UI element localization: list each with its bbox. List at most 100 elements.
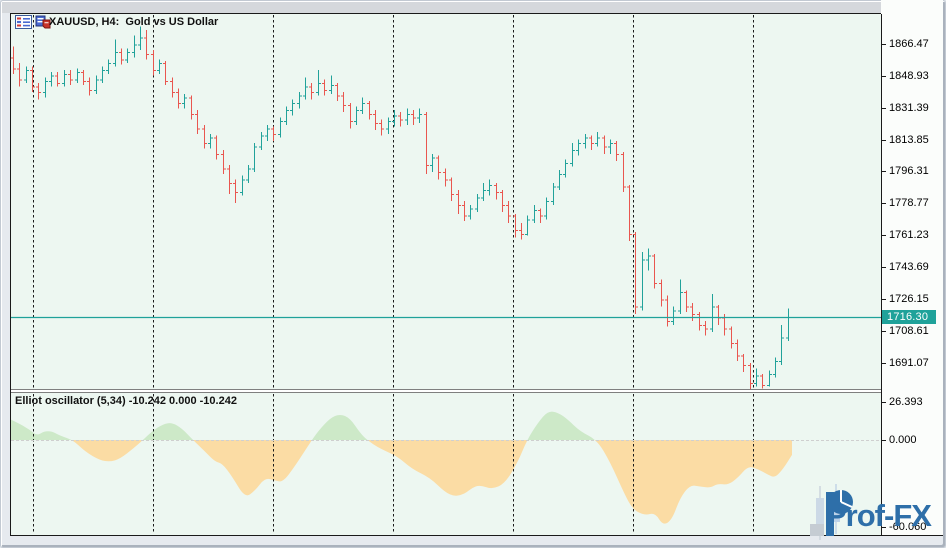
ohlc-bar <box>621 152 626 193</box>
ohlc-bar <box>386 117 391 134</box>
ohlc-bar <box>163 61 168 85</box>
ohlc-bar <box>735 339 740 362</box>
ohlc-bar <box>462 201 467 222</box>
chart-toolbar-icons <box>15 15 52 29</box>
ohlc-bar <box>348 102 353 129</box>
ohlc-bar <box>113 39 118 67</box>
indicator-axis-label: 0.000 <box>889 434 917 446</box>
ohlc-bar <box>544 197 549 220</box>
ohlc-bar <box>671 306 676 325</box>
ohlc-bar <box>202 124 207 149</box>
ohlc-bar <box>665 295 670 327</box>
ohlc-bar <box>367 101 372 120</box>
ohlc-bar <box>208 133 213 149</box>
price-axis-label: 1848.93 <box>889 70 929 82</box>
ohlc-bar <box>405 108 410 125</box>
ohlc-bar <box>684 290 689 313</box>
ohlc-bar <box>392 110 397 127</box>
axis-ticks <box>881 44 886 528</box>
ohlc-bar <box>754 368 759 387</box>
ohlc-bar <box>316 70 321 96</box>
ohlc-bar <box>487 179 492 196</box>
ohlc-bar <box>773 357 778 378</box>
ohlc-bar <box>68 70 73 85</box>
ohlc-bar <box>30 66 35 93</box>
ohlc-bar <box>532 204 537 223</box>
ohlc-bar <box>297 92 302 109</box>
ohlc-bar <box>87 77 92 96</box>
ohlc-bar <box>49 72 54 87</box>
ohlc-bar <box>284 106 289 125</box>
ohlc-bar <box>646 248 651 271</box>
price-axis-label: 1708.61 <box>889 325 929 337</box>
ohlc-bar <box>697 312 702 331</box>
ohlc-bar <box>602 135 607 154</box>
ohlc-bar <box>278 117 283 138</box>
ohlc-bar <box>94 75 99 94</box>
ohlc-bar <box>119 48 124 65</box>
price-axis-label: 1691.07 <box>889 357 929 369</box>
ohlc-bar <box>100 66 105 83</box>
ohlc-bar <box>633 232 638 314</box>
ohlc-bar <box>132 35 137 58</box>
ohlc-bar <box>303 77 308 100</box>
price-axis-label: 1813.85 <box>889 134 929 146</box>
ohlc-bar <box>417 108 422 123</box>
oscillator-label: Elliot oscillator (5,34) -10.242 0.000 -… <box>15 395 237 407</box>
price-axis-label: 1831.39 <box>889 102 929 114</box>
ohlc-bar <box>182 93 187 109</box>
ohlc-bar <box>36 82 41 100</box>
price-axis-strip[interactable] <box>881 0 943 536</box>
price-axis-label: 1796.31 <box>889 165 929 177</box>
ohlc-bar <box>786 308 791 342</box>
pane-divider[interactable] <box>11 389 881 393</box>
chart-title: XAUUSD, H4: Gold vs US Dollar <box>49 16 219 28</box>
ohlc-bar <box>81 70 86 85</box>
ohlc-bar <box>608 139 613 154</box>
ohlc-bar <box>17 62 22 87</box>
ohlc-bar <box>430 153 435 173</box>
ohlc-bar <box>379 119 384 136</box>
ohlc-bar <box>246 164 251 183</box>
ohlc-bar <box>551 182 556 205</box>
ohlc-bar <box>595 132 600 147</box>
ohlc-bar <box>748 363 753 389</box>
bid-price-badge: 1716.30 <box>882 310 936 324</box>
ohlc-bar <box>449 177 454 202</box>
indicator-list-icon[interactable] <box>35 15 52 29</box>
ohlc-bar <box>710 293 715 333</box>
ohlc-bar <box>716 304 721 325</box>
ohlc-bar <box>214 135 219 160</box>
ohlc-bar <box>43 77 48 98</box>
ohlc-bar <box>138 26 143 51</box>
price-axis-label: 1726.15 <box>889 293 929 305</box>
ohlc-bar <box>583 133 588 149</box>
ohlc-bar <box>513 213 518 238</box>
ohlc-bar <box>55 72 60 87</box>
ohlc-bar <box>360 97 365 114</box>
ohlc-bar <box>265 124 270 142</box>
ohlc-bar <box>652 253 657 289</box>
ohlc-bar <box>341 92 346 113</box>
price-axis-label: 1778.77 <box>889 197 929 209</box>
price-axis-label: 1743.69 <box>889 261 929 273</box>
ohlc-bar <box>729 326 734 349</box>
ohlc-bar <box>570 142 575 167</box>
ohlc-bar <box>411 110 416 125</box>
titlebar-strip <box>2 2 881 13</box>
ohlc-bar <box>24 66 29 83</box>
ohlc-bar <box>557 170 562 191</box>
ohlc-bar <box>176 88 181 109</box>
ohlc-bar <box>259 132 264 151</box>
ohlc-bar <box>233 179 238 203</box>
ohlc-bar-series <box>11 26 791 389</box>
ohlc-bar <box>424 112 429 174</box>
ohlc-bar <box>335 82 340 102</box>
indicator-axis-label: -60.060 <box>889 521 927 533</box>
chart-window-icon[interactable] <box>15 15 32 29</box>
ohlc-bar <box>271 126 276 142</box>
ohlc-bar <box>690 302 695 322</box>
ohlc-bar <box>443 168 448 187</box>
ohlc-bar <box>436 155 441 180</box>
